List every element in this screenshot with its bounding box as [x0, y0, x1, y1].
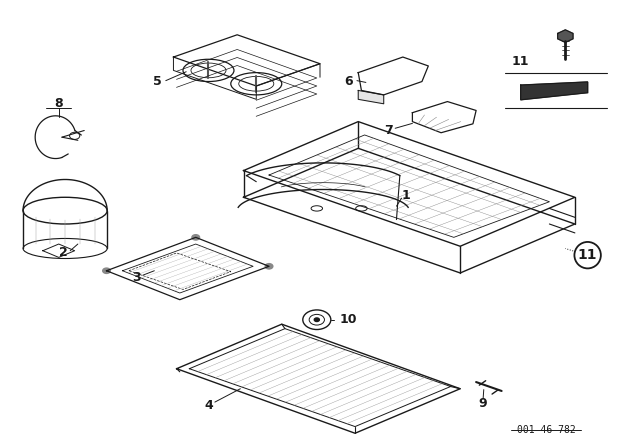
Circle shape: [265, 263, 273, 269]
Text: 1: 1: [402, 189, 410, 202]
Polygon shape: [358, 90, 384, 104]
Text: 3: 3: [132, 271, 141, 284]
Text: 7: 7: [385, 124, 393, 137]
Text: 4: 4: [204, 399, 213, 412]
Text: 5: 5: [153, 75, 162, 88]
Text: 10: 10: [340, 313, 357, 326]
Text: 8: 8: [54, 97, 63, 110]
Text: 11: 11: [578, 248, 597, 262]
Polygon shape: [557, 30, 573, 43]
Circle shape: [314, 318, 319, 322]
Circle shape: [192, 235, 200, 240]
Text: 6: 6: [344, 75, 353, 88]
Text: 9: 9: [478, 397, 487, 410]
Circle shape: [102, 268, 110, 273]
Text: 2: 2: [60, 246, 68, 259]
Polygon shape: [521, 82, 588, 100]
Text: 11: 11: [512, 55, 529, 68]
Text: 001 46 782: 001 46 782: [517, 426, 575, 435]
